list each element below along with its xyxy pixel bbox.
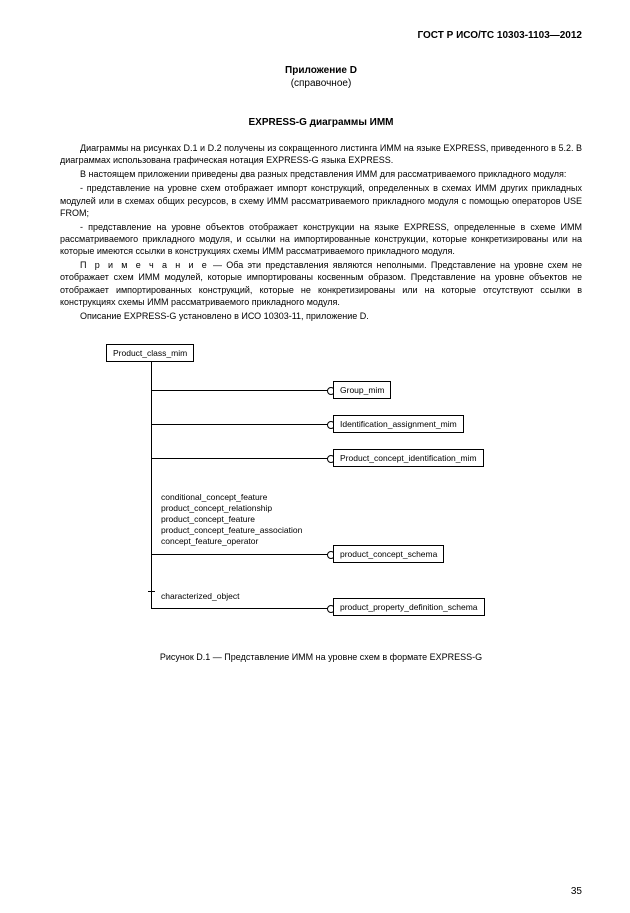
node-group-mim: Group_mim xyxy=(333,381,391,399)
attr-prod-feature: product_concept_feature xyxy=(161,514,302,525)
para-1: Диаграммы на рисунках D.1 и D.2 получены… xyxy=(60,142,582,166)
attr-cond-feature: conditional_concept_feature xyxy=(161,492,302,503)
diagram-line xyxy=(151,554,328,555)
note-label: П р и м е ч а н и е xyxy=(80,260,209,270)
attr-concept-op: concept_feature_operator xyxy=(161,536,302,547)
figure-caption: Рисунок D.1 — Представление ИММ на уровн… xyxy=(60,652,582,662)
attr-prod-rel: product_concept_relationship xyxy=(161,503,302,514)
para-2: В настоящем приложении приведены два раз… xyxy=(60,168,582,180)
diagram-line xyxy=(152,591,155,592)
diagram-line xyxy=(148,591,151,592)
attr-list-1: conditional_concept_feature product_conc… xyxy=(161,492,302,547)
node-ident-assign: Identification_assignment_mim xyxy=(333,415,464,433)
attr-list-2: characterized_object xyxy=(161,591,239,602)
para-4: - представление на уровне объектов отобр… xyxy=(60,221,582,257)
diagram-line xyxy=(151,390,328,391)
attr-prod-feat-assoc: product_concept_feature_association xyxy=(161,525,302,536)
appendix-subtitle: (справочное) xyxy=(60,78,582,89)
diagram-line xyxy=(151,424,328,425)
node-prod-concept-schema: product_concept_schema xyxy=(333,545,444,563)
page-number: 35 xyxy=(571,886,582,897)
node-prod-concept-ident: Product_concept_identification_mim xyxy=(333,449,484,467)
diagram-line xyxy=(151,362,152,608)
section-title: EXPRESS-G диаграммы ИММ xyxy=(60,117,582,128)
para-3: - представление на уровне схем отображае… xyxy=(60,182,582,218)
diagram-line xyxy=(151,608,328,609)
para-6: Описание EXPRESS-G установлено в ИСО 103… xyxy=(60,310,582,322)
doc-header: ГОСТ Р ИСО/ТС 10303-1103—2012 xyxy=(60,30,582,41)
attr-char-object: characterized_object xyxy=(161,591,239,602)
node-prod-prop-def: product_property_definition_schema xyxy=(333,598,485,616)
para-note: П р и м е ч а н и е — Оба эти представле… xyxy=(60,259,582,308)
node-root: Product_class_mim xyxy=(106,344,194,362)
diagram-line xyxy=(151,458,328,459)
appendix-title: Приложение D xyxy=(60,65,582,76)
expressg-diagram: Product_class_mim Group_mim Identificati… xyxy=(106,344,536,634)
